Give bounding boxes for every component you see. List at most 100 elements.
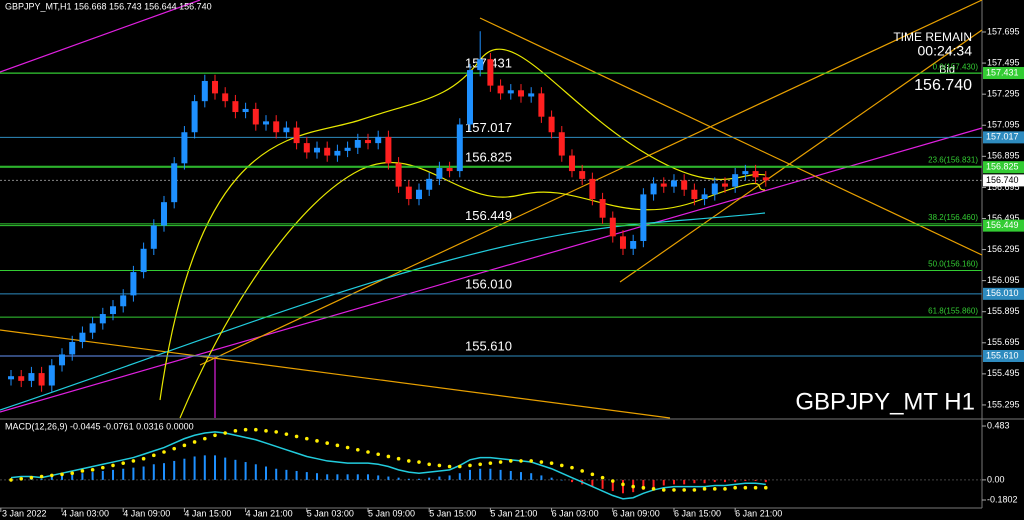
macd-histogram-bar <box>356 474 359 480</box>
macd-histogram-bar <box>50 476 53 480</box>
macd-signal-dot <box>386 454 391 459</box>
macd-histogram-bar <box>366 474 369 480</box>
candle-body <box>344 147 351 151</box>
macd-signal-dot <box>529 459 533 463</box>
macd-histogram-bar <box>61 475 64 480</box>
macd-signal-dot <box>661 488 666 492</box>
macd-signal-dot <box>315 439 319 443</box>
candle-body <box>364 140 371 144</box>
x-tick-label: 5 Jan 15:00 <box>429 508 476 518</box>
candle-body <box>415 189 422 200</box>
y-tick-label: 157.095 <box>987 120 1020 130</box>
macd-histogram-bar <box>224 457 227 480</box>
candle-body <box>28 373 35 381</box>
macd-histogram-bar <box>509 470 512 480</box>
macd-signal-dot <box>254 427 258 432</box>
macd-signal-dot <box>213 433 217 438</box>
candle-body <box>650 183 657 195</box>
y-tick-label: 157.695 <box>987 26 1020 36</box>
macd-histogram-bar <box>71 474 74 480</box>
candle-body <box>395 163 402 187</box>
macd-signal-dot <box>284 432 289 436</box>
level-label: 156.825 <box>465 150 512 165</box>
time-remain-label: TIME REMAIN <box>893 30 972 44</box>
level-label: 156.010 <box>465 276 512 291</box>
macd-signal-dot <box>600 475 605 480</box>
x-tick-label: 3 Jan 2022 <box>2 508 47 518</box>
candle-body <box>212 80 219 94</box>
candle-body <box>630 241 637 249</box>
y-tick-label: 156.695 <box>987 182 1020 192</box>
macd-signal-dot <box>131 459 136 463</box>
candle-body <box>670 180 677 187</box>
macd-histogram-bar <box>265 466 268 480</box>
candle-body <box>660 183 667 187</box>
macd-signal-dot <box>243 427 248 432</box>
macd-histogram-bar <box>101 470 104 480</box>
level-box-label: 156.825 <box>986 162 1019 172</box>
candle-body <box>640 194 647 242</box>
candle-body <box>171 163 178 203</box>
macd-histogram-bar <box>346 474 349 480</box>
fib-label: 61.8(155.860) <box>928 306 978 315</box>
macd-signal-dot <box>519 459 523 463</box>
macd-histogram-bar <box>723 479 726 483</box>
macd-signal-dot <box>325 441 329 445</box>
macd-y-tick-label: 0.00 <box>987 474 1005 484</box>
candle-body <box>89 323 96 333</box>
level-box <box>983 287 1024 300</box>
macd-histogram-bar <box>336 474 339 480</box>
macd-main-line <box>10 431 766 500</box>
macd-histogram-bar <box>214 455 217 480</box>
macd-histogram-bar <box>428 477 431 480</box>
macd-histogram-bar <box>591 479 594 487</box>
bid-box <box>983 174 1024 187</box>
macd-histogram-bar <box>254 464 257 480</box>
level-label: 155.610 <box>465 338 512 353</box>
macd-histogram-bar <box>112 469 115 480</box>
macd-signal-dot <box>447 464 452 469</box>
macd-histogram-bar <box>122 468 125 480</box>
macd-histogram-bar <box>387 476 390 480</box>
candle-body <box>69 342 76 355</box>
macd-histogram-bar <box>560 479 563 481</box>
macd-signal-dot <box>396 456 401 461</box>
macd-y-tick-label: -0.1802 <box>987 494 1018 504</box>
macd-signal-dot <box>549 461 554 465</box>
macd-signal-dot <box>733 485 737 490</box>
candle-body <box>334 150 341 156</box>
candle-body <box>599 199 606 218</box>
x-tick-label: 4 Jan 09:00 <box>123 508 170 518</box>
macd-histogram-bar <box>448 475 451 480</box>
macd-signal-dot <box>457 464 462 469</box>
candle-body <box>426 178 433 190</box>
macd-signal-dot <box>60 472 64 477</box>
macd-signal-dot <box>539 460 544 464</box>
x-tick-label: 4 Jan 03:00 <box>62 508 109 518</box>
x-tick-label: 5 Jan 21:00 <box>490 508 537 518</box>
macd-histogram-bar <box>530 473 533 480</box>
candle-body <box>8 376 15 380</box>
macd-histogram-bar <box>173 460 176 480</box>
macd-signal-dot <box>192 440 197 444</box>
macd-histogram-bar <box>734 479 737 483</box>
macd-signal-dot <box>672 488 676 492</box>
macd-signal-dot <box>610 479 615 483</box>
macd-signal-dot <box>376 452 380 457</box>
macd-signal-dot <box>203 436 207 441</box>
candle-body <box>507 90 514 94</box>
macd-signal-dot <box>570 465 574 470</box>
macd-signal-dot <box>304 436 309 441</box>
candle-body <box>283 127 290 133</box>
macd-signal-dot <box>121 461 126 465</box>
macd-signal-dot <box>723 487 727 491</box>
candle-body <box>150 225 157 249</box>
macd-histogram-bar <box>672 479 675 485</box>
macd-signal-dot <box>580 469 584 473</box>
macd-histogram-bar <box>91 472 94 480</box>
candle-body <box>79 332 86 343</box>
macd-histogram-bar <box>163 463 166 480</box>
macd-histogram-bar <box>295 470 298 480</box>
macd-histogram-bar <box>234 459 237 480</box>
